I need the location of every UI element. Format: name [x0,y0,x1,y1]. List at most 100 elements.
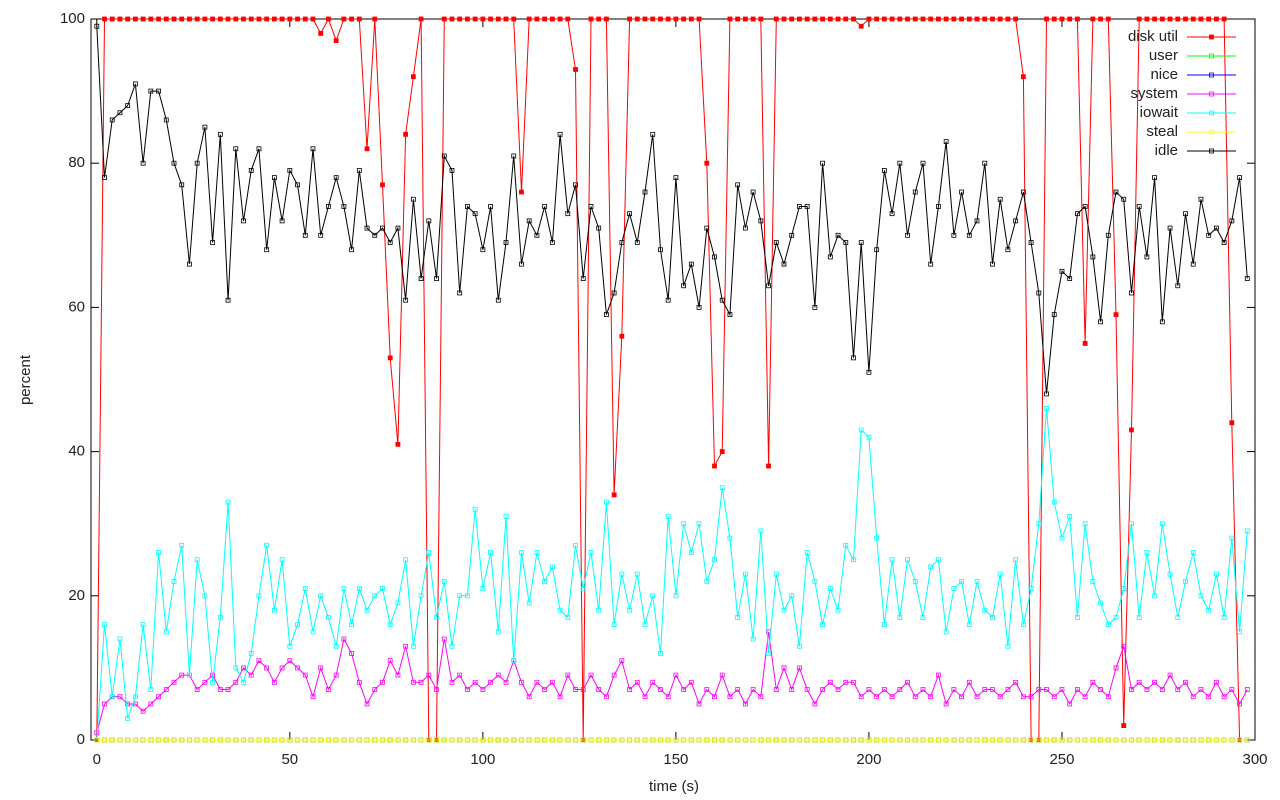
x-tick-label: 100 [470,751,495,768]
point [1152,16,1158,22]
point [534,232,540,238]
point [1129,737,1134,743]
point [310,694,316,700]
point [534,550,540,555]
point [1067,701,1073,707]
point [704,225,710,231]
point [804,550,810,555]
point [982,607,988,613]
point [1036,737,1042,743]
point [256,737,262,743]
point [380,679,385,685]
point [820,16,826,22]
point [1237,175,1242,181]
point [897,615,903,620]
point [696,737,702,743]
point [650,16,656,22]
point [326,737,331,743]
point [1005,247,1011,253]
point [1044,391,1049,397]
point [665,694,671,700]
point [1028,694,1034,700]
point [480,247,486,253]
point [1183,211,1188,217]
point [279,218,285,224]
point [202,593,208,599]
point [881,737,887,743]
point [951,16,957,22]
point [202,737,208,743]
point [1067,514,1073,519]
point [248,737,254,743]
point [1129,290,1134,296]
point [658,16,663,22]
point [356,16,362,22]
point [156,88,161,94]
point [302,737,308,743]
point [827,254,833,260]
point [1082,521,1088,527]
point [766,737,771,743]
point [1028,240,1034,245]
point [410,737,416,743]
point [1221,615,1227,620]
point [781,261,787,267]
point [326,204,331,209]
point [125,715,131,721]
point [210,240,216,245]
point [735,737,741,743]
point [511,658,517,664]
point [658,687,663,692]
point [480,16,486,22]
point [1136,204,1142,209]
point [163,629,169,635]
point [372,16,378,22]
point [974,737,980,743]
point [619,333,625,339]
point [326,615,331,620]
point [712,254,717,260]
point [241,218,246,224]
point [179,542,185,548]
point [526,737,532,743]
point [835,687,841,692]
point [951,586,957,591]
point [827,16,833,22]
point [1020,622,1026,628]
point [102,175,107,181]
point [1020,694,1026,700]
point [1075,687,1080,692]
point [1213,571,1219,577]
point [588,550,594,555]
point [148,16,154,22]
point [627,687,632,692]
point [650,131,656,137]
point [287,737,293,743]
point [897,737,903,743]
point [1213,225,1219,231]
point [1059,16,1065,22]
point [634,571,640,577]
point [565,737,571,743]
point [140,737,146,743]
point [1051,499,1057,505]
point [271,175,277,181]
point [696,521,702,527]
legend-label: user [1149,47,1178,64]
point [665,16,671,22]
point [665,514,671,519]
point [418,276,424,281]
point [549,240,555,245]
point [1213,16,1219,22]
point [966,16,972,22]
point [696,16,702,22]
point [364,737,370,743]
point [897,16,903,22]
point [936,557,941,563]
point [812,578,818,584]
point [966,232,972,238]
point [1206,232,1212,238]
point [928,737,934,743]
point [858,694,864,700]
point [897,160,903,166]
